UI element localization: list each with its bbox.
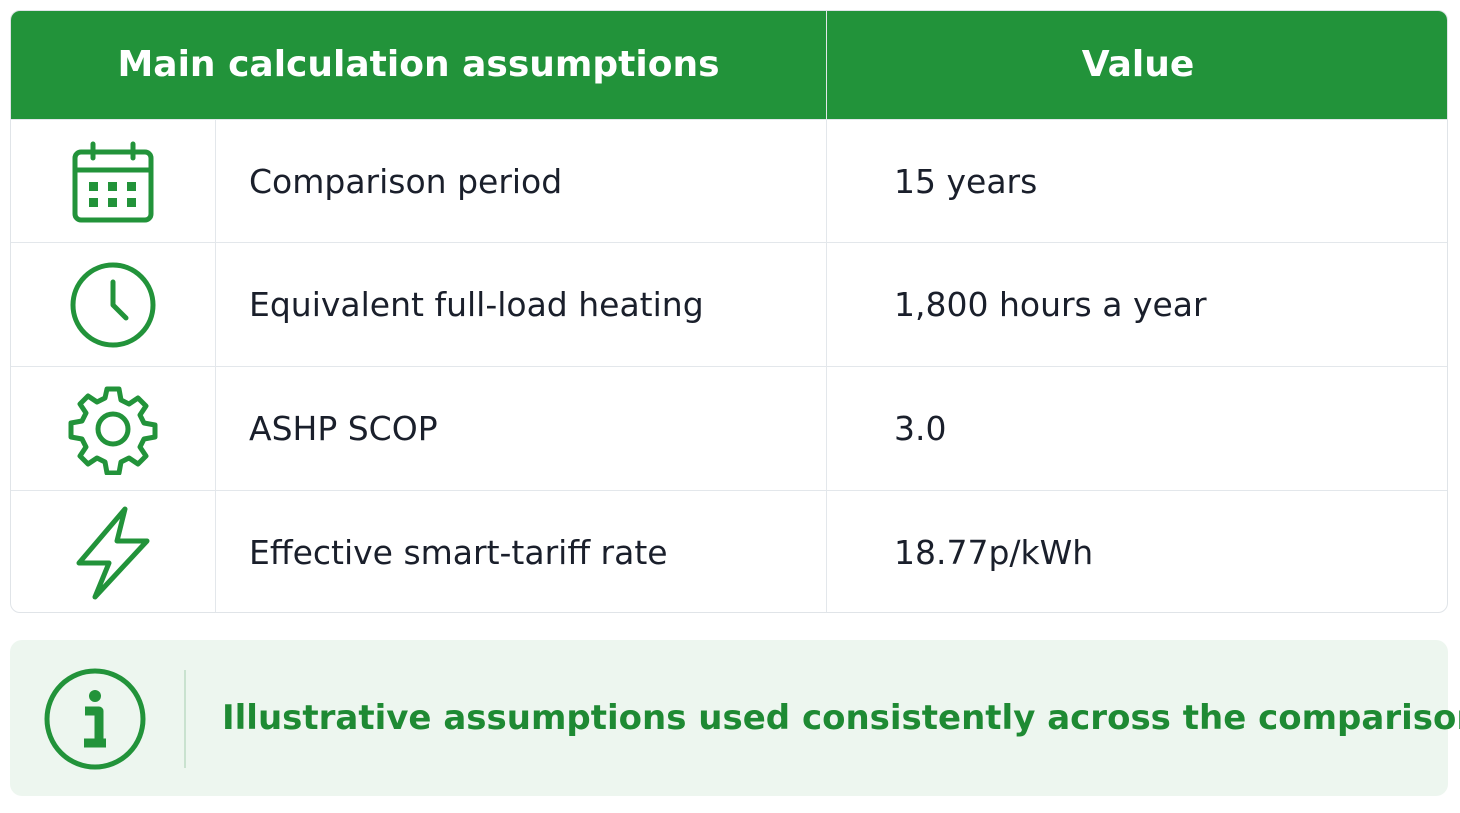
divider: [184, 670, 186, 768]
info-note: Illustrative assumptions used consistent…: [10, 640, 1460, 796]
gear-icon: [68, 386, 158, 475]
note-text: Illustrative assumptions used consistent…: [222, 698, 1460, 738]
header-cell: Value: [1081, 44, 1195, 85]
icon-cell: [11, 491, 216, 612]
label: Comparison period: [249, 162, 563, 201]
icon-cell: [11, 120, 216, 244]
info-icon: [44, 668, 146, 770]
value: 1,800 hours a year: [894, 285, 1207, 324]
table-row: ASHP SCOP 3.0: [11, 366, 1447, 491]
icon-cell: [11, 243, 216, 367]
clock-icon: [70, 262, 156, 348]
calendar-icon: [72, 141, 154, 223]
label: ASHP SCOP: [249, 409, 438, 448]
table-row: Comparison period 15 years: [11, 119, 1447, 244]
table-row: Equivalent full-load heating 1,800 hours…: [11, 242, 1447, 367]
column-divider: [826, 11, 827, 612]
table-header: Main calculation assumptions Value: [11, 11, 1447, 119]
label: Equivalent full-load heating: [249, 285, 704, 324]
table-row: Effective smart-tariff rate 18.77p/kWh: [11, 490, 1447, 612]
header-cell: Main calculation assumptions: [117, 44, 720, 85]
lightning-icon: [76, 506, 150, 600]
icon-cell: [11, 367, 216, 491]
assumptions-table: Main calculation assumptions Value Compa…: [10, 10, 1448, 613]
label: Effective smart-tariff rate: [249, 533, 668, 572]
value: 3.0: [894, 409, 947, 448]
value: 18.77p/kWh: [894, 533, 1094, 572]
value: 15 years: [894, 162, 1038, 201]
